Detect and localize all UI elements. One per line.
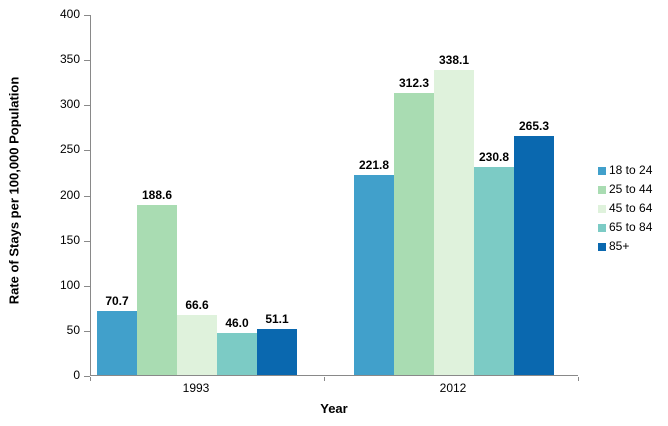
x-axis-tick — [578, 377, 579, 381]
bar-45-to-64 — [434, 70, 474, 375]
bar-value-label: 188.6 — [141, 188, 173, 202]
x-axis-category-label: 1993 — [182, 381, 210, 395]
y-axis-tick-label: 100 — [59, 278, 80, 292]
bar-value-label: 51.1 — [265, 312, 289, 326]
y-axis-tick — [84, 376, 90, 377]
legend-swatch — [598, 223, 606, 232]
y-axis-tick-label: 250 — [59, 142, 80, 156]
y-axis-tick — [84, 331, 90, 332]
y-axis-tick — [84, 241, 90, 242]
legend-item: 45 to 64 — [598, 202, 652, 215]
legend: 18 to 24 25 to 44 45 to 64 65 to 84 85+ — [598, 164, 652, 253]
y-axis-tick-label: 150 — [59, 233, 80, 247]
x-axis-category-label: 2012 — [439, 381, 467, 395]
legend-item: 85+ — [598, 240, 652, 253]
x-axis-tick — [90, 377, 91, 381]
bar-25-to-44 — [394, 93, 434, 375]
legend-label: 65 to 84 — [609, 220, 653, 234]
bar-cell: 46.0 — [217, 317, 257, 375]
bar-cell: 188.6 — [137, 189, 177, 375]
bar-value-label: 338.1 — [438, 53, 470, 67]
bar-cell: 338.1 — [434, 54, 474, 375]
bar-cell: 230.8 — [474, 151, 514, 375]
legend-label: 45 to 64 — [609, 201, 653, 215]
y-axis-tick-label: 300 — [59, 97, 80, 111]
bar-18-to-24 — [354, 175, 394, 375]
bar-85plus — [257, 329, 297, 375]
bar-cell: 66.6 — [177, 299, 217, 375]
legend-swatch — [598, 166, 606, 175]
bar-value-label: 265.3 — [518, 119, 550, 133]
y-axis-tick — [84, 196, 90, 197]
y-axis-tick-label: 0 — [73, 368, 80, 382]
legend-swatch — [598, 242, 606, 251]
legend-swatch — [598, 185, 606, 194]
legend-item: 25 to 44 — [598, 183, 652, 196]
bar-cell: 312.3 — [394, 77, 434, 375]
y-axis-title: Rate of Stays per 100,000 Population — [6, 76, 22, 305]
legend-item: 18 to 24 — [598, 164, 652, 177]
y-axis-tick — [84, 105, 90, 106]
y-axis-tick — [84, 15, 90, 16]
bar-18-to-24 — [97, 311, 137, 375]
y-axis-tick-label: 50 — [66, 323, 80, 337]
bar-cell: 265.3 — [514, 120, 554, 375]
bar-group-2012: 221.8 312.3 338.1 230.8 265.3 — [354, 54, 554, 375]
legend-item: 65 to 84 — [598, 221, 652, 234]
bar-value-label: 221.8 — [358, 158, 390, 172]
y-axis-tick — [84, 150, 90, 151]
bar-value-label: 70.7 — [105, 294, 129, 308]
bar-25-to-44 — [137, 205, 177, 375]
y-axis-tick-label: 200 — [59, 188, 80, 202]
bar-85plus — [514, 136, 554, 375]
bar-cell: 221.8 — [354, 159, 394, 375]
bar-45-to-64 — [177, 315, 217, 375]
bar-65-to-84 — [217, 333, 257, 375]
legend-label: 18 to 24 — [609, 163, 653, 177]
legend-swatch — [598, 204, 606, 213]
bar-value-label: 230.8 — [478, 150, 510, 164]
bar-cell: 70.7 — [97, 295, 137, 375]
x-axis-title: Year — [320, 401, 348, 416]
y-axis-tick-label: 400 — [59, 7, 80, 21]
y-axis-tick-label: 350 — [59, 52, 80, 66]
plot-area: 70.7 188.6 66.6 46.0 51.1 221.8 312.3 338.1 230.… — [90, 15, 578, 376]
legend-label: 85+ — [609, 239, 630, 253]
bar-value-label: 66.6 — [185, 298, 209, 312]
bar-cell: 51.1 — [257, 313, 297, 375]
x-axis-tick — [324, 377, 325, 381]
bar-group-1993: 70.7 188.6 66.6 46.0 51.1 — [97, 189, 297, 375]
bar-value-label: 312.3 — [398, 76, 430, 90]
y-axis-tick — [84, 286, 90, 287]
bar-value-label: 46.0 — [225, 316, 249, 330]
bar-65-to-84 — [474, 167, 514, 375]
legend-label: 25 to 44 — [609, 182, 653, 196]
y-axis-tick — [84, 60, 90, 61]
